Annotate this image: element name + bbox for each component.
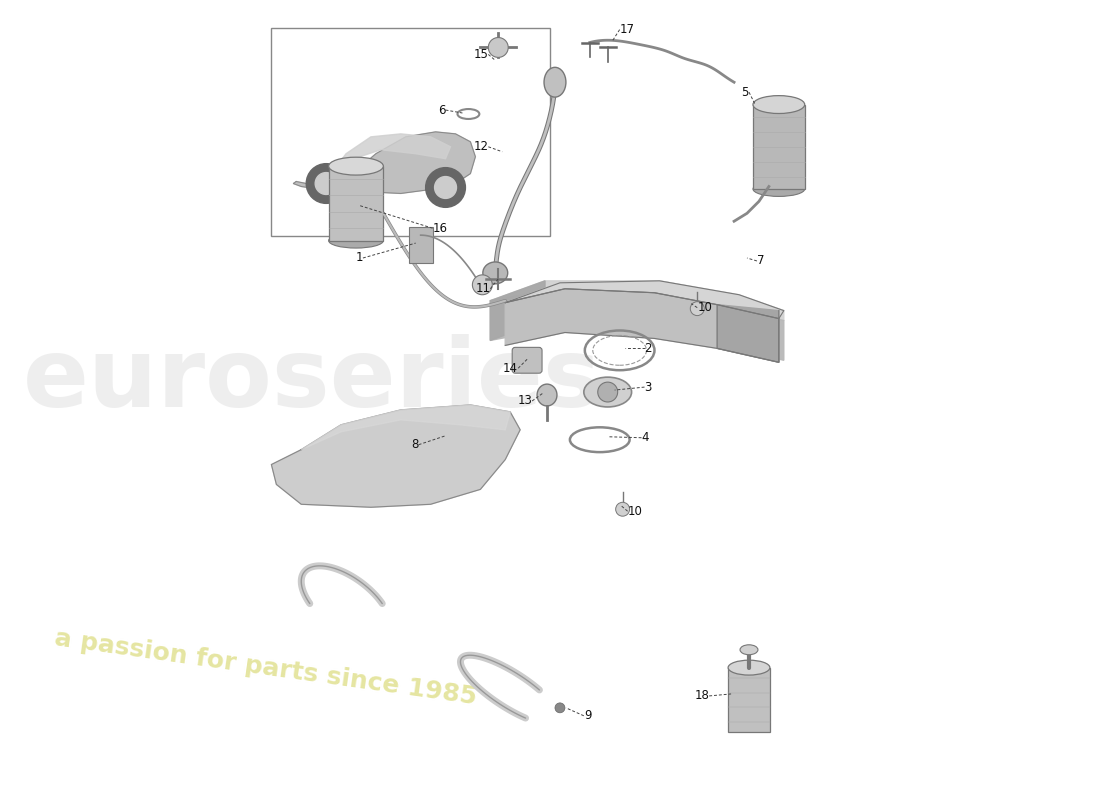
Ellipse shape	[544, 67, 565, 97]
Polygon shape	[294, 132, 475, 194]
Ellipse shape	[584, 377, 631, 407]
Text: 12: 12	[473, 140, 488, 154]
Circle shape	[616, 502, 629, 516]
Ellipse shape	[740, 645, 758, 654]
Text: 10: 10	[628, 505, 642, 518]
Circle shape	[556, 703, 565, 713]
Text: euroseries: euroseries	[23, 334, 602, 426]
Text: 2: 2	[645, 342, 652, 355]
Circle shape	[472, 275, 493, 294]
Ellipse shape	[754, 96, 805, 114]
Text: a passion for parts since 1985: a passion for parts since 1985	[53, 626, 477, 710]
Text: 7: 7	[757, 254, 764, 267]
Polygon shape	[491, 286, 784, 360]
Circle shape	[691, 302, 704, 315]
Bar	[754, 105, 805, 189]
Text: 1: 1	[355, 251, 363, 265]
Ellipse shape	[728, 660, 770, 675]
Bar	[272, 28, 550, 236]
Ellipse shape	[329, 233, 383, 248]
Text: 13: 13	[517, 394, 532, 407]
Polygon shape	[491, 281, 784, 321]
Text: 9: 9	[584, 710, 592, 722]
Text: 14: 14	[503, 362, 518, 374]
Text: 17: 17	[619, 23, 635, 36]
Text: 11: 11	[475, 282, 491, 295]
Circle shape	[488, 38, 508, 58]
Bar	[409, 227, 432, 263]
Text: 4: 4	[641, 431, 649, 444]
Text: 18: 18	[694, 690, 710, 702]
Bar	[329, 166, 383, 241]
Ellipse shape	[329, 157, 383, 175]
Text: 15: 15	[473, 48, 488, 61]
Polygon shape	[717, 305, 779, 362]
Polygon shape	[491, 281, 544, 341]
Bar	[728, 668, 770, 732]
Circle shape	[316, 173, 337, 194]
Polygon shape	[301, 405, 510, 450]
Text: 8: 8	[411, 438, 419, 451]
Text: 3: 3	[645, 381, 652, 394]
Ellipse shape	[483, 262, 508, 284]
Ellipse shape	[754, 182, 805, 197]
Text: 5: 5	[741, 86, 749, 98]
Polygon shape	[272, 405, 520, 507]
Polygon shape	[505, 289, 779, 362]
Circle shape	[434, 177, 456, 198]
Circle shape	[597, 382, 618, 402]
Polygon shape	[331, 134, 451, 174]
Text: 10: 10	[697, 301, 712, 314]
Text: 6: 6	[438, 103, 446, 117]
Text: 16: 16	[432, 222, 448, 234]
FancyBboxPatch shape	[513, 347, 542, 373]
Polygon shape	[505, 281, 784, 318]
Circle shape	[426, 168, 465, 207]
Ellipse shape	[537, 384, 557, 406]
Circle shape	[306, 164, 346, 203]
